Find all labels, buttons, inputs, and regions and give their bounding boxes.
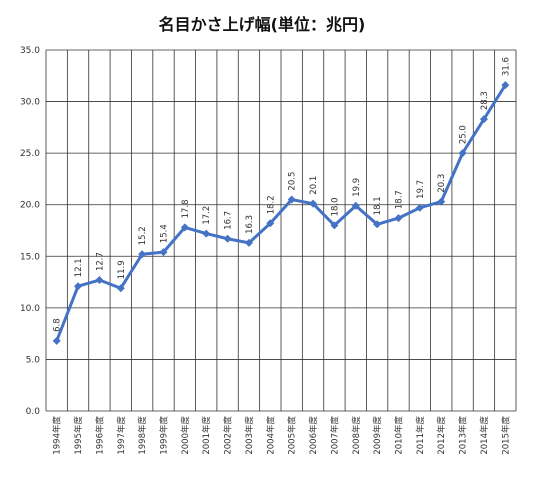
- data-label: 28.3: [480, 91, 490, 110]
- y-tick-label: 30.0: [20, 98, 40, 108]
- x-tick-label: 2009年度: [372, 416, 383, 455]
- data-label: 17.2: [202, 206, 212, 225]
- data-point-marker: [202, 229, 211, 238]
- y-tick-label: 25.0: [20, 149, 40, 159]
- data-label: 6.8: [53, 318, 63, 332]
- series-layer: [52, 81, 510, 345]
- data-label: 12.1: [74, 258, 84, 277]
- data-point-marker: [458, 149, 467, 158]
- data-label: 19.7: [416, 180, 426, 199]
- data-point-marker: [479, 115, 488, 124]
- x-tick-label: 2007年度: [329, 416, 340, 455]
- x-tick-label: 2000年度: [180, 416, 191, 455]
- data-label: 19.9: [352, 178, 362, 197]
- data-label: 20.3: [437, 174, 447, 193]
- x-tick-label: 2008年度: [351, 416, 362, 455]
- grid-layer: [45, 49, 517, 412]
- data-point-marker: [138, 250, 147, 259]
- data-point-marker: [309, 199, 318, 208]
- x-tick-label: 1997年度: [116, 416, 127, 455]
- data-point-marker: [437, 197, 446, 206]
- data-label: 16.3: [245, 215, 255, 234]
- x-tick-label: 1999年度: [159, 416, 170, 455]
- data-label: 20.5: [288, 172, 298, 191]
- y-tick-label: 0.0: [26, 407, 41, 417]
- data-point-marker: [351, 201, 360, 210]
- data-label: 12.7: [95, 252, 105, 271]
- data-label: 25.0: [459, 125, 469, 144]
- data-point-marker: [501, 81, 510, 90]
- x-tick-label: 1996年度: [94, 416, 105, 455]
- data-point-marker: [223, 234, 232, 243]
- x-tick-label: 1995年度: [73, 416, 84, 455]
- data-label: 20.1: [309, 176, 319, 195]
- x-tick-label: 2014年度: [479, 416, 490, 455]
- data-point-marker: [266, 219, 275, 228]
- x-tick-label: 1994年度: [52, 416, 63, 455]
- x-tick-label: 2011年度: [415, 416, 426, 455]
- chart-title: 名目かさ上げ幅(単位：兆円): [159, 15, 366, 34]
- y-tick-label: 5.0: [26, 355, 41, 365]
- x-tick-label: 2002年度: [223, 416, 234, 455]
- data-point-marker: [244, 238, 253, 247]
- data-point-marker: [159, 248, 168, 257]
- data-label: 18.7: [395, 190, 405, 209]
- data-point-marker: [74, 282, 83, 291]
- data-label: 16.7: [224, 211, 234, 230]
- data-point-marker: [52, 336, 61, 345]
- data-point-marker: [415, 203, 424, 212]
- x-tick-label: 2006年度: [308, 416, 319, 455]
- data-label: 18.2: [266, 195, 276, 214]
- x-tick-label: 1998年度: [137, 416, 148, 455]
- y-tick-label: 20.0: [20, 201, 40, 211]
- x-tick-label: 2013年度: [458, 416, 469, 455]
- data-label-layer: 6.8 12.1 12.7 11.9 15.2 15.4 17.8 17.2 16.7 16.3 1…: [53, 57, 512, 332]
- data-label: 17.8: [181, 199, 191, 218]
- data-point-marker: [330, 221, 339, 230]
- data-point-marker: [116, 284, 125, 293]
- x-tick-label: 2001年度: [201, 416, 212, 455]
- data-point-marker: [373, 220, 382, 229]
- y-tick-label: 35.0: [20, 46, 40, 56]
- series-line: [55, 84, 507, 342]
- data-point-marker: [287, 195, 296, 204]
- y-tick-label: 10.0: [20, 304, 40, 314]
- data-point-marker: [95, 276, 104, 285]
- data-label: 15.2: [138, 226, 148, 245]
- x-tick-label: 2012年度: [436, 416, 447, 455]
- x-tick-label: 2005年度: [287, 416, 298, 455]
- axis-layer: 0.0 5.0 10.0 15.0 20.0 25.0 30.0 35.0 1994年度 1995…: [20, 46, 511, 455]
- data-label: 18.1: [373, 196, 383, 215]
- data-label: 15.4: [160, 224, 170, 243]
- x-tick-label: 2010年度: [394, 416, 405, 455]
- x-tick-label: 2015年度: [500, 416, 511, 455]
- data-point-marker: [394, 214, 403, 223]
- x-tick-label: 2003年度: [244, 416, 255, 455]
- x-tick-label: 2004年度: [265, 416, 276, 455]
- data-label: 31.6: [501, 57, 511, 76]
- y-tick-label: 15.0: [20, 252, 40, 262]
- data-point-marker: [180, 223, 189, 232]
- data-label: 11.9: [117, 260, 127, 279]
- data-label: 18.0: [330, 197, 340, 216]
